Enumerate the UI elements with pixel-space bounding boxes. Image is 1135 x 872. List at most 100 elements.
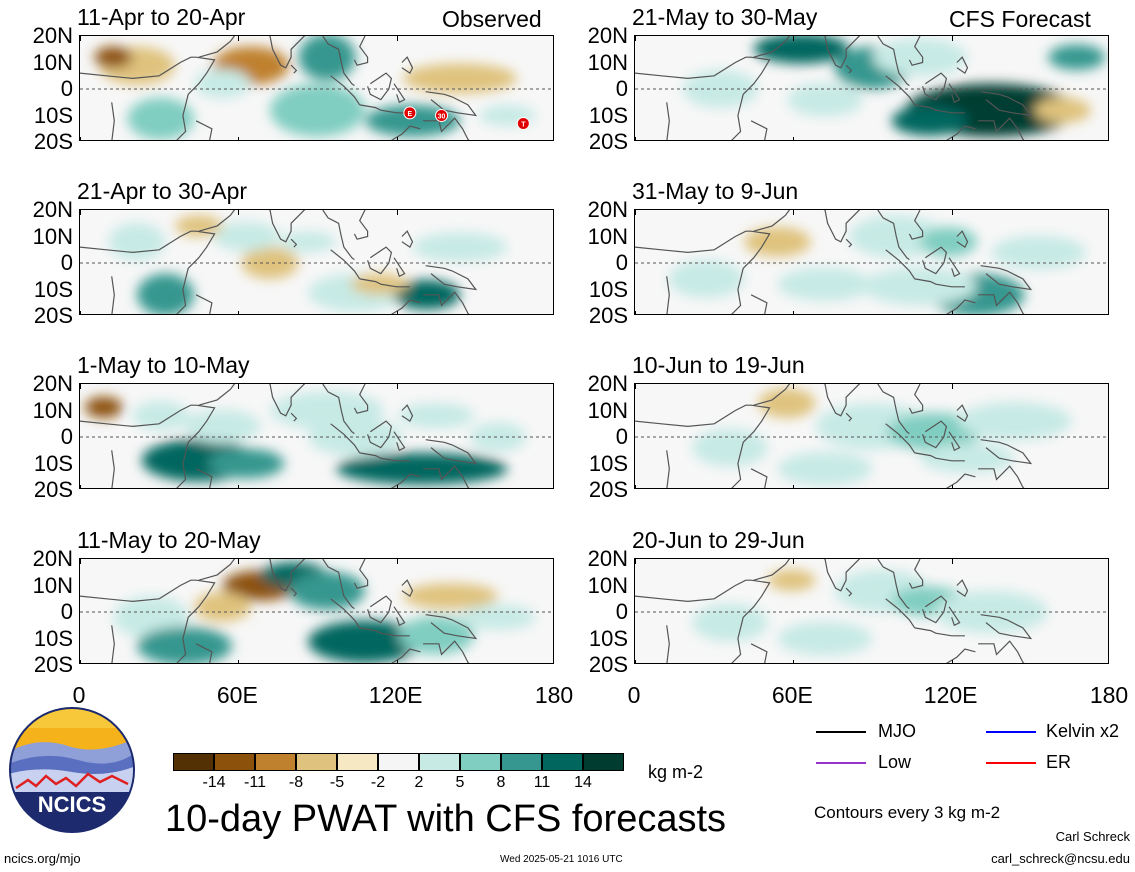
footer-url[interactable]: ncics.org/mjo — [4, 851, 81, 866]
ncics-logo: NCICS — [8, 706, 136, 834]
pwat-anomaly-shading — [336, 452, 508, 485]
lat-label: 10S — [33, 625, 73, 651]
map-panel-right-0 — [634, 35, 1109, 141]
coastline — [914, 627, 965, 637]
lat-label: 20S — [33, 129, 73, 154]
coastline — [195, 643, 213, 663]
storm-marker-label: T — [521, 121, 526, 128]
pwat-anomaly-shading — [753, 36, 849, 64]
coastline — [195, 468, 213, 488]
pwat-anomaly-shading — [127, 97, 194, 140]
lon-tick — [951, 384, 953, 389]
coastline — [914, 452, 965, 462]
lat-label: 10N — [587, 223, 628, 249]
lon-label-left: 0 — [72, 682, 86, 708]
lat-label: 20N — [32, 546, 73, 571]
coastline — [666, 276, 670, 314]
coastline — [635, 56, 771, 140]
panel-title-right-2: 10-Jun to 19-Jun — [632, 352, 805, 378]
colorbar-label: 8 — [496, 774, 506, 791]
coastline — [359, 278, 410, 288]
pwat-anomaly-shading — [270, 83, 365, 137]
forecast-label: CFS Forecast — [949, 6, 1091, 32]
observed-label: Observed — [442, 6, 542, 32]
coastline — [980, 439, 1033, 465]
coastline — [945, 648, 976, 663]
coastline — [956, 579, 969, 597]
coastline — [425, 91, 478, 117]
footer-timestamp: Wed 2025-05-21 1016 UTC — [500, 854, 623, 865]
coastline — [978, 291, 1025, 314]
coastline — [367, 595, 393, 624]
pwat-anomaly-shading — [777, 621, 873, 656]
coastline — [753, 36, 791, 58]
panel-title-left-1: 21-Apr to 30-Apr — [77, 178, 248, 204]
colorbar-label: -5 — [329, 774, 345, 791]
lon-tick — [793, 485, 795, 488]
pwat-anomaly-shading — [777, 451, 873, 486]
coastline — [290, 412, 298, 422]
lat-label: 20S — [33, 652, 73, 677]
coastline — [750, 294, 768, 314]
lat-label: 10N — [587, 49, 628, 75]
coastline — [922, 246, 948, 275]
pwat-anomaly-shading — [787, 82, 863, 117]
colorbar-swatch — [542, 753, 583, 771]
coastline — [353, 36, 369, 66]
coastline — [948, 257, 961, 278]
colorbar-swatch — [583, 753, 624, 771]
coastline — [922, 595, 948, 624]
pwat-anomaly-shading — [891, 105, 968, 136]
lon-tick — [238, 36, 240, 41]
coastline — [908, 559, 924, 589]
coastline — [330, 249, 361, 280]
panel-title-right-1: 31-May to 9-Jun — [632, 178, 799, 204]
coastline — [823, 210, 861, 243]
coastline — [922, 72, 948, 101]
lat-label: 20S — [588, 303, 628, 328]
pwat-anomaly-shading — [460, 604, 536, 631]
coastline — [393, 431, 406, 452]
pwat-anomaly-shading — [175, 215, 223, 237]
lon-tick — [396, 559, 398, 564]
lat-label: 0 — [60, 424, 73, 449]
coastline — [401, 404, 414, 422]
panel-title-right-3: 20-Jun to 29-Jun — [632, 527, 805, 553]
lon-tick — [635, 660, 636, 663]
pwat-anomaly-shading — [412, 232, 508, 262]
colorbar-label: -11 — [244, 774, 266, 791]
colorbar-swatch — [501, 753, 542, 771]
map-panel-right-1 — [634, 209, 1109, 315]
storm-marker-label: 30 — [438, 114, 446, 121]
lat-label: 20N — [587, 23, 628, 48]
coastline — [111, 276, 115, 314]
coastline — [980, 614, 1033, 640]
colorbar-units: kg m-2 — [648, 762, 704, 782]
lon-tick — [238, 311, 240, 314]
pwat-anomaly-shading — [768, 569, 816, 591]
pwat-anomaly-shading — [1048, 44, 1106, 70]
coastline — [423, 465, 470, 488]
coastline — [753, 384, 791, 406]
coastline — [908, 210, 924, 240]
coastline — [666, 450, 670, 488]
coastline — [290, 587, 298, 597]
coastline — [750, 468, 768, 488]
coastline — [359, 452, 410, 462]
coastline — [945, 299, 976, 314]
coastline — [908, 384, 924, 414]
lon-tick — [80, 311, 81, 314]
lon-tick — [396, 311, 398, 314]
lat-label: 10N — [587, 397, 628, 423]
lat-label: 0 — [60, 76, 73, 101]
coastline — [111, 102, 115, 140]
lon-tick — [80, 660, 81, 663]
coastline — [948, 83, 961, 104]
coastline — [956, 404, 969, 422]
panel-title-right-0: 21-May to 30-May — [632, 4, 818, 30]
coastline — [198, 210, 236, 232]
pwat-anomaly-shading — [279, 231, 337, 253]
map-panel-left-3 — [79, 558, 554, 664]
pwat-anomaly-shading — [84, 396, 123, 418]
footer-email[interactable]: carl_schreck@ncsu.edu — [991, 851, 1130, 866]
